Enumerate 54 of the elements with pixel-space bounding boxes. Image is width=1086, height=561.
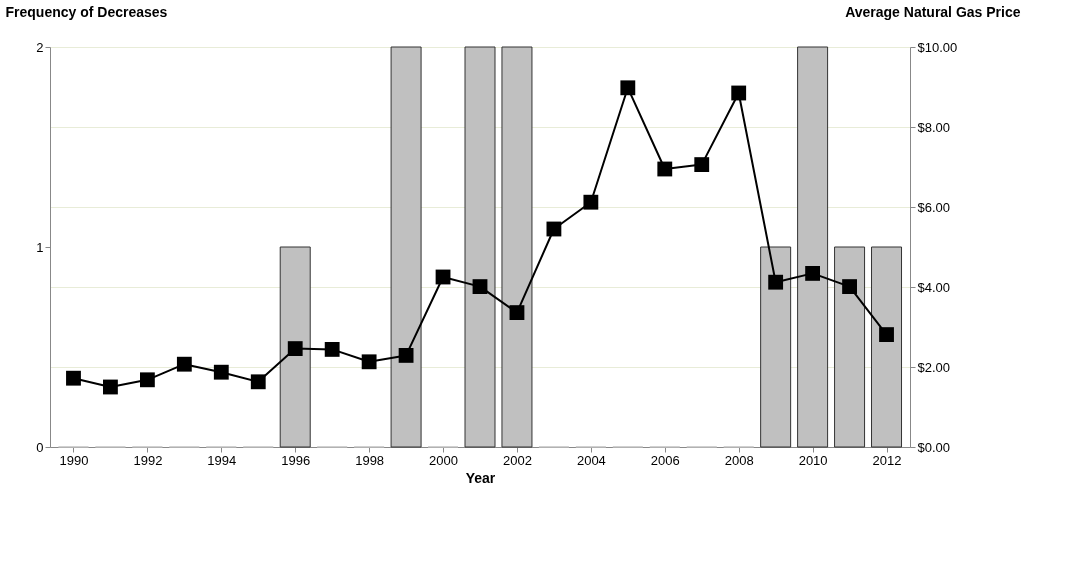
point — [361, 354, 377, 370]
point — [805, 265, 821, 281]
bar — [279, 246, 311, 448]
x-tick-label: 2002 — [503, 452, 532, 468]
x-tick-label: 2012 — [872, 452, 902, 468]
y2-tick-label: $0.00 — [917, 439, 951, 455]
x-tick-label: 1990 — [59, 452, 89, 468]
x-tick-label: 2008 — [724, 452, 754, 468]
y2-axis-title: Average Natural Gas Price — [845, 3, 1021, 20]
point — [398, 347, 414, 363]
y2-tick-label: $2.00 — [917, 359, 951, 375]
point — [287, 341, 303, 357]
point — [213, 364, 229, 380]
point — [731, 85, 747, 101]
x-tick-label: 1996 — [281, 452, 311, 468]
x-tick-label: 2004 — [576, 452, 606, 468]
bar — [871, 246, 903, 448]
y2-tick-label: $4.00 — [917, 279, 951, 295]
point — [139, 372, 155, 388]
point — [583, 194, 599, 210]
point — [620, 80, 636, 96]
y-tick-label: 1 — [36, 239, 44, 255]
point — [546, 221, 562, 237]
bar — [464, 46, 496, 448]
x-tick-label: 1992 — [133, 452, 163, 468]
point — [768, 274, 784, 290]
y2-tick-label: $6.00 — [917, 199, 951, 215]
point — [657, 161, 673, 177]
x-tick-label: 2010 — [798, 452, 828, 468]
point — [842, 279, 857, 295]
x-tick-label: 2006 — [650, 452, 680, 468]
point — [176, 356, 192, 372]
x-tick-label: 2000 — [429, 452, 458, 468]
bar — [390, 46, 422, 448]
bar — [760, 246, 792, 448]
y2-tick-label: $8.00 — [917, 119, 951, 135]
bar — [501, 46, 533, 448]
y-tick-label: 0 — [36, 439, 44, 455]
y2-tick-label: $10.00 — [917, 39, 958, 55]
point — [324, 341, 340, 357]
bar — [797, 46, 829, 448]
point — [66, 370, 81, 386]
point — [250, 374, 266, 390]
y-axis-title: Frequency of Decreases — [5, 3, 168, 20]
bar — [834, 246, 866, 448]
y-tick-label: 2 — [36, 39, 44, 55]
x-axis-title: Year — [465, 469, 496, 486]
point — [879, 327, 894, 343]
point — [472, 279, 488, 295]
x-tick-label: 1998 — [355, 452, 385, 468]
point — [103, 379, 118, 395]
point — [509, 305, 525, 321]
x-tick-label: 1994 — [207, 452, 237, 468]
point — [694, 157, 710, 173]
